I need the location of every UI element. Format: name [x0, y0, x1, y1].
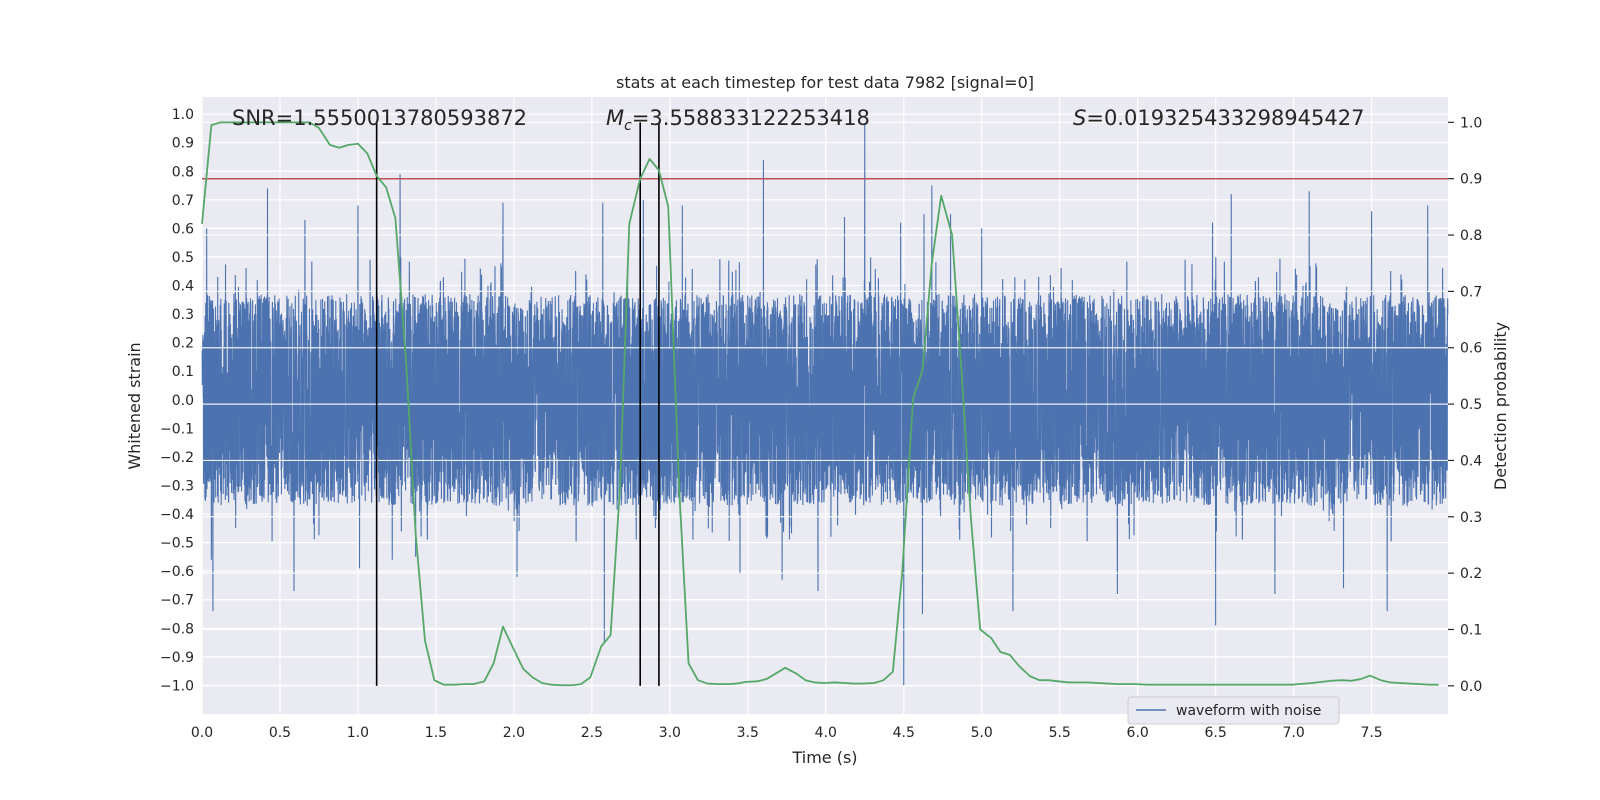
legend-label-waveform: waveform with noise	[1176, 703, 1321, 719]
y-left-tick-label: 0.4	[172, 279, 194, 295]
y-left-tick-label: −0.7	[160, 593, 194, 609]
y-right-tick-label: 0.0	[1460, 679, 1482, 695]
y-left-tick-label: 0.5	[172, 250, 194, 266]
y-left-tick-label: 0.2	[172, 336, 194, 352]
chart-title: stats at each timestep for test data 798…	[616, 73, 1034, 92]
x-tick-label: 4.0	[815, 725, 837, 741]
y-right-tick-label: 0.7	[1460, 284, 1482, 300]
y-left-tick-label: 0.0	[172, 393, 194, 409]
y-right-tick-label: 0.5	[1460, 397, 1482, 413]
x-tick-label: 2.5	[581, 725, 603, 741]
snr-annotation: SNR=1.5550013780593872	[232, 106, 527, 130]
y-left-tick-label: 0.9	[172, 136, 194, 152]
chirp-mass-annotation: Mc=3.558833122253418	[606, 106, 870, 134]
x-axis-label: Time (s)	[791, 748, 857, 767]
s-annotation: S=0.019325433298945427	[1073, 106, 1364, 130]
y-left-tick-label: −1.0	[160, 678, 194, 694]
y-right-tick-label: 0.2	[1460, 566, 1482, 582]
x-tick-label: 3.5	[737, 725, 759, 741]
x-tick-label: 6.5	[1205, 725, 1227, 741]
y-left-tick-label: 1.0	[172, 107, 194, 123]
y-left-tick-label: −0.9	[160, 650, 194, 666]
x-tick-label: 5.0	[971, 725, 993, 741]
chirp-mass-subscript: c	[624, 118, 632, 134]
y-left-tick-label: 0.3	[172, 307, 194, 323]
x-tick-label: 1.0	[347, 725, 369, 741]
x-tick-label: 5.5	[1049, 725, 1071, 741]
s-value: =0.019325433298945427	[1086, 106, 1364, 130]
waveform-line	[201, 122, 1449, 686]
y-left-tick-label: 0.1	[172, 364, 194, 380]
legend: waveform with noise	[1127, 696, 1340, 725]
y-axis-right-label: Detection probability	[1491, 322, 1510, 490]
y-left-tick-label: 0.6	[172, 221, 194, 237]
x-tick-label: 2.0	[503, 725, 525, 741]
x-tick-label: 1.5	[425, 725, 447, 741]
y-left-tick-label: −0.6	[160, 564, 194, 580]
y-axis-left-label: Whitened strain	[125, 342, 144, 469]
y-left-tick-label: −0.8	[160, 621, 194, 637]
x-tick-label: 4.5	[893, 725, 915, 741]
chirp-mass-value: =3.558833122253418	[632, 106, 870, 130]
y-right-tick-label: 0.4	[1460, 453, 1482, 469]
y-left-tick-label: −0.5	[160, 536, 194, 552]
y-right-tick-label: 0.3	[1460, 510, 1482, 526]
y-right-tick-label: 0.6	[1460, 341, 1482, 357]
chirp-mass-symbol: M	[606, 106, 624, 130]
x-tick-label: 0.5	[269, 725, 291, 741]
y-left-tick-label: −0.1	[160, 421, 194, 437]
y-left-tick-label: −0.4	[160, 507, 194, 523]
x-tick-label: 6.0	[1127, 725, 1149, 741]
legend-box	[1127, 696, 1340, 725]
x-tick-label: 7.0	[1282, 725, 1304, 741]
probability-line	[201, 121, 1439, 687]
y-left-tick-label: −0.3	[160, 478, 194, 494]
y-left-tick-label: 0.7	[172, 193, 194, 209]
y-right-tick-label: 1.0	[1460, 115, 1482, 131]
chart-overlays	[201, 121, 1448, 687]
y-right-tick-label: 0.8	[1460, 228, 1482, 244]
y-left-tick-label: 0.8	[172, 164, 194, 180]
axes: 0.0 0.5 1.0 1.5 2.0 2.5 3.0 3.5 4.0 4.5 5.0 5.5 6.0 6…	[160, 107, 1482, 741]
y-right-tick-label: 0.1	[1460, 622, 1482, 638]
y-right-tick-label: 0.9	[1460, 172, 1482, 188]
x-tick-label: 0.0	[191, 725, 213, 741]
s-symbol: S	[1073, 106, 1086, 130]
x-tick-label: 3.0	[659, 725, 681, 741]
y-left-tick-label: −0.2	[160, 450, 194, 466]
waveform-series	[201, 122, 1449, 686]
x-tick-label: 7.5	[1360, 725, 1382, 741]
